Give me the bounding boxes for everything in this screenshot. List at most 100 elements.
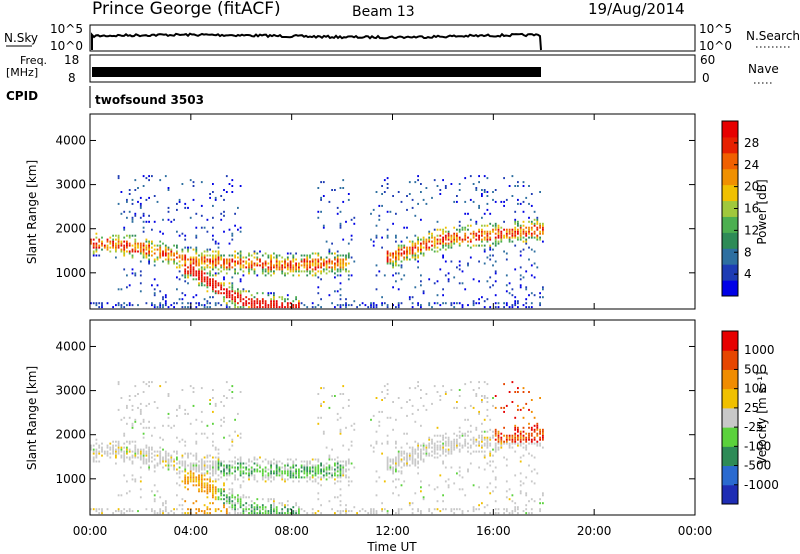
power-cell — [278, 268, 281, 271]
velocity-cell — [223, 395, 225, 397]
power-cell — [250, 268, 253, 271]
velocity-cell — [342, 510, 345, 513]
velocity-cell — [128, 442, 131, 445]
power-cell — [237, 252, 239, 255]
velocity-cell — [203, 482, 206, 485]
velocity-cell — [220, 488, 223, 491]
velocity-cell — [264, 466, 267, 469]
power-cell — [528, 232, 530, 235]
power-cell — [187, 266, 189, 269]
power-cell — [178, 234, 181, 237]
velocity-cell — [214, 460, 217, 463]
power-cell — [195, 250, 198, 253]
velocity-cell — [522, 426, 525, 429]
velocity-cell — [195, 500, 198, 503]
velocity-cell — [450, 440, 453, 443]
velocity-cell — [295, 474, 297, 477]
velocity-cell — [311, 476, 314, 479]
velocity-cell — [317, 472, 320, 475]
velocity-cell — [497, 448, 500, 451]
velocity-cell — [444, 391, 447, 393]
power-cell — [95, 244, 98, 247]
velocity-cell — [273, 458, 275, 461]
velocity-cell — [200, 464, 203, 467]
power-cell — [126, 216, 128, 219]
velocity-cell — [126, 456, 128, 459]
velocity-cell — [214, 472, 217, 475]
power-cell — [231, 282, 234, 285]
power-cell — [192, 274, 195, 277]
power-cell — [392, 256, 394, 259]
velocity-cell — [225, 498, 228, 501]
velocity-cell — [522, 442, 525, 445]
velocity-cell — [519, 436, 522, 439]
colorbar-swatch — [722, 264, 738, 281]
velocity-cell — [342, 468, 345, 471]
power-cell — [442, 246, 444, 249]
power-cell — [519, 228, 522, 231]
velocity-cell — [101, 450, 103, 453]
velocity-cell — [469, 462, 472, 465]
power-cell — [237, 262, 239, 265]
power-cell — [309, 270, 311, 273]
power-cell — [237, 272, 239, 275]
power-cell — [342, 254, 345, 257]
velocity-cell — [200, 460, 203, 463]
power-cell — [428, 232, 431, 235]
velocity-cell — [253, 502, 256, 505]
power-cell — [259, 260, 261, 263]
velocity-cell — [256, 506, 259, 509]
power-cell — [494, 260, 497, 263]
power-cell — [353, 222, 356, 225]
velocity-cell — [131, 404, 134, 407]
velocity-cell — [151, 452, 153, 455]
velocity-cell — [381, 510, 383, 513]
velocity-cell — [281, 476, 284, 479]
power-cell — [234, 290, 236, 293]
velocity-cell — [109, 456, 112, 459]
velocity-cell — [464, 432, 467, 435]
power-cell — [386, 304, 389, 307]
velocity-cell — [422, 460, 425, 463]
power-cell — [519, 234, 522, 237]
power-cell — [173, 306, 175, 309]
power-cell — [120, 288, 123, 291]
velocity-cell — [542, 430, 544, 433]
power-cell — [98, 240, 101, 243]
velocity-cell — [281, 462, 284, 465]
power-cell — [178, 264, 181, 267]
velocity-cell — [231, 440, 234, 443]
velocity-cell — [206, 460, 209, 463]
velocity-cell — [517, 512, 519, 515]
velocity-cell — [237, 478, 239, 481]
power-cell — [139, 282, 142, 285]
power-cell — [530, 222, 533, 225]
power-cell — [475, 189, 478, 191]
velocity-cell — [212, 432, 214, 435]
velocity-cell — [392, 510, 394, 513]
velocity-cell — [417, 452, 419, 455]
power-cell — [453, 306, 456, 309]
power-cell — [167, 246, 170, 249]
power-cell — [228, 266, 231, 269]
velocity-cell — [198, 488, 200, 491]
velocity-cell — [422, 404, 425, 407]
velocity-cell — [195, 456, 198, 459]
velocity-cell — [248, 472, 250, 475]
power-cell — [126, 198, 128, 201]
power-cell — [303, 266, 306, 269]
power-cell — [298, 274, 300, 277]
velocity-cell — [453, 440, 456, 443]
velocity-cell — [139, 454, 142, 457]
power-cell — [472, 234, 475, 237]
power-cell — [386, 260, 389, 263]
velocity-cell — [494, 438, 497, 441]
velocity-cell — [331, 474, 333, 477]
power-cell — [300, 270, 303, 273]
power-cell — [195, 252, 198, 255]
power-cell — [181, 264, 184, 267]
velocity-cell — [386, 393, 389, 395]
power-ytick-label: 3000 — [55, 178, 86, 192]
velocity-cell — [295, 468, 297, 471]
velocity-cell — [225, 472, 228, 475]
